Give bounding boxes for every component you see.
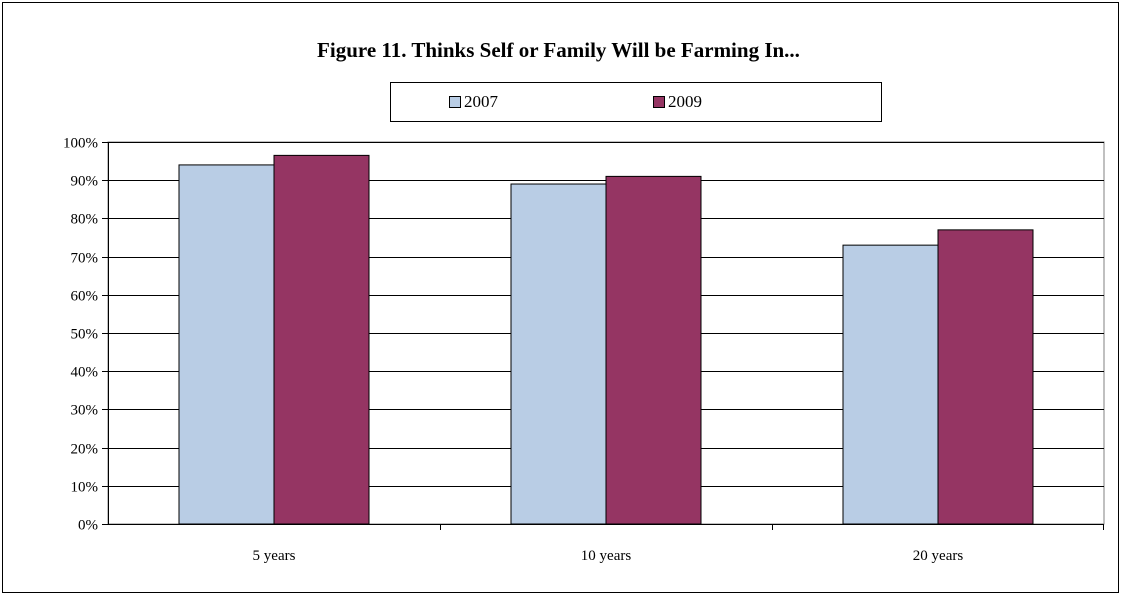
legend-label-2009: 2009 bbox=[668, 92, 702, 111]
bar-2007-5-years bbox=[178, 164, 275, 525]
legend: 2007 2009 bbox=[390, 82, 882, 122]
y-tick-label-10: 10% bbox=[71, 480, 99, 496]
y-tick-label-80: 80% bbox=[71, 212, 99, 228]
y-tick-label-30: 30% bbox=[71, 403, 99, 419]
bar-2007-10-years bbox=[510, 183, 607, 525]
legend-item-2007: 2007 bbox=[449, 92, 498, 112]
y-tick-label-40: 40% bbox=[71, 365, 99, 381]
x-tick-label-20-years: 20 years bbox=[913, 548, 964, 564]
x-tick-label-5-years: 5 years bbox=[253, 548, 296, 564]
y-tick-label-100: 100% bbox=[63, 136, 98, 152]
bar-2009-20-years bbox=[937, 229, 1034, 525]
y-tick-label-90: 90% bbox=[71, 174, 99, 190]
y-tick-label-50: 50% bbox=[71, 327, 99, 343]
bar-2009-5-years bbox=[273, 154, 370, 525]
y-tick-label-70: 70% bbox=[71, 251, 99, 267]
legend-swatch-2009 bbox=[653, 96, 665, 108]
y-tick-label-20: 20% bbox=[71, 442, 99, 458]
chart-title: Figure 11. Thinks Self or Family Will be… bbox=[317, 38, 800, 62]
y-tick-label-0: 0% bbox=[78, 518, 98, 534]
y-tick-label-60: 60% bbox=[71, 289, 99, 305]
bar-2009-10-years bbox=[605, 175, 702, 525]
legend-label-2007: 2007 bbox=[464, 92, 498, 111]
bar-2007-20-years bbox=[842, 244, 939, 525]
legend-item-2009: 2009 bbox=[653, 92, 702, 112]
legend-swatch-2007 bbox=[449, 96, 461, 108]
x-tick-label-10-years: 10 years bbox=[581, 548, 632, 564]
